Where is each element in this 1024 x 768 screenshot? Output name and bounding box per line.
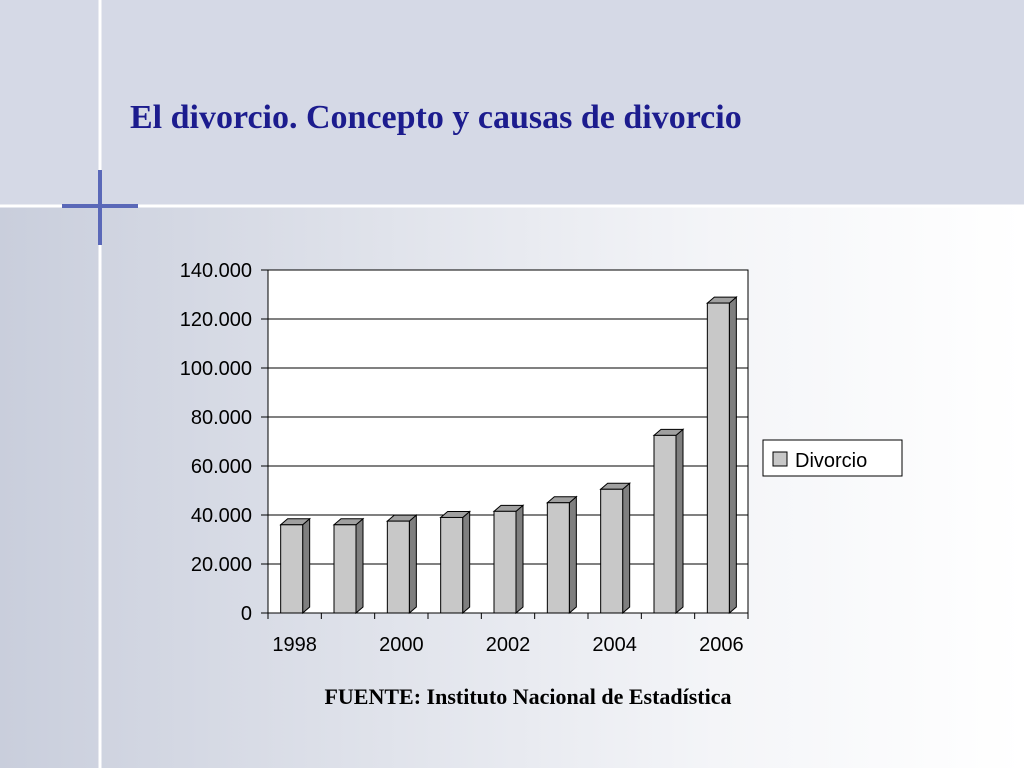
y-tick-label: 120.000: [180, 309, 252, 331]
bar-side: [675, 428, 684, 615]
bar: [333, 524, 357, 614]
bar-side: [355, 517, 364, 615]
legend-label: Divorcio: [795, 450, 867, 472]
y-tick-label: 140.000: [180, 260, 252, 282]
y-tick-label: 0: [241, 603, 252, 625]
legend-box: [762, 439, 903, 477]
x-tick-label: 2000: [379, 634, 424, 656]
header-band: [0, 0, 1024, 205]
bar: [706, 302, 730, 614]
y-tick-label: 60.000: [191, 456, 252, 478]
bar: [493, 510, 517, 614]
chart: 0 20.000 40.000 60.000 80.000 100.000 120.000 1…: [180, 260, 749, 656]
bar-side: [515, 504, 524, 615]
bar: [653, 434, 677, 614]
bar-side: [408, 514, 417, 615]
bar: [386, 520, 410, 614]
legend-swatch: [772, 451, 788, 467]
y-tick-label: 20.000: [191, 554, 252, 576]
bar-side: [302, 517, 311, 615]
bar: [600, 488, 624, 614]
bar-side: [728, 295, 737, 615]
bar-side: [622, 482, 631, 615]
source-note: FUENTE: Instituto Nacional de Estadístic…: [324, 684, 731, 709]
bar: [546, 502, 570, 614]
y-tick-label: 40.000: [191, 505, 252, 527]
bar: [440, 516, 464, 614]
x-tick-label: 2004: [592, 634, 637, 656]
x-tick-label: 1998: [272, 634, 317, 656]
y-tick-label: 80.000: [191, 407, 252, 429]
slide-title: El divorcio. Concepto y causas de divorc…: [130, 99, 742, 136]
bar-side: [462, 510, 471, 615]
bar-side: [568, 495, 577, 615]
x-tick-label: 2002: [486, 634, 531, 656]
bar: [280, 524, 304, 614]
x-tick-label: 2006: [699, 634, 744, 656]
y-tick-label: 100.000: [180, 358, 252, 380]
